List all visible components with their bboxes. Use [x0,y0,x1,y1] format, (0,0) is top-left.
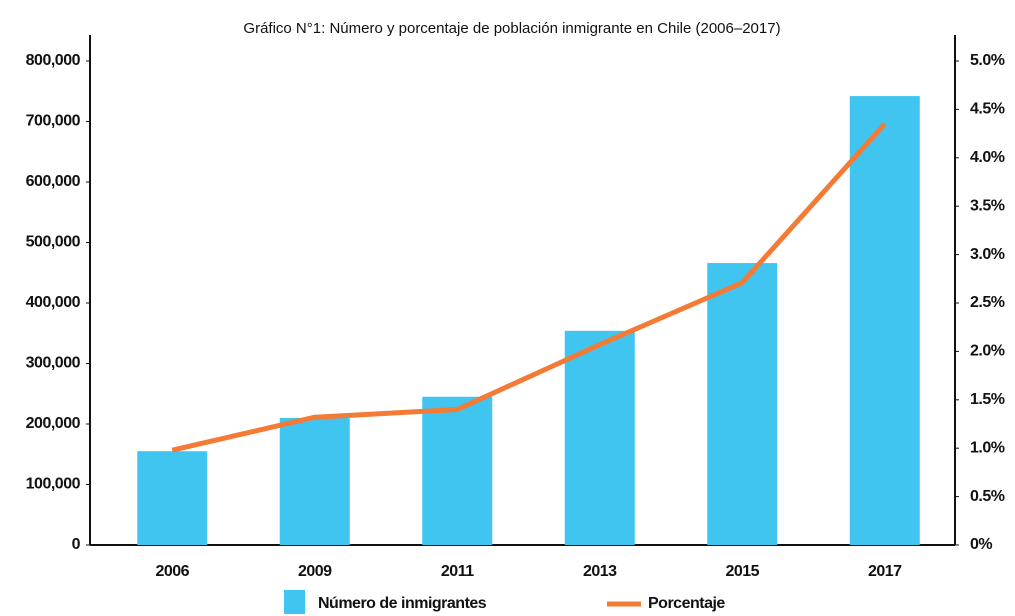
y2-tick-label: 5.0% [970,52,1005,69]
y2-tick-label: 1.5% [970,391,1005,408]
bar [422,396,493,545]
legend-label: Número de inmigrantes [318,595,487,612]
x-tick-label: 2015 [725,563,759,580]
y2-tick-label: 3.0% [970,246,1005,263]
bar [707,263,778,545]
chart-title: Gráfico N°1: Número y porcentaje de pobl… [243,20,780,37]
y2-tick-label: 3.5% [970,197,1005,214]
y2-tick-label: 0.5% [970,488,1005,505]
legend-swatch [284,590,305,614]
x-tick-label: 2009 [298,563,332,580]
y-tick-label: 500,000 [26,234,81,251]
bar [564,330,635,545]
y2-tick-label: 1.0% [970,439,1005,456]
y2-tick-label: 2.5% [970,294,1005,311]
legend-label: Porcentaje [648,595,725,612]
x-tick-label: 2017 [868,563,902,580]
x-tick-label: 2006 [155,563,189,580]
y-tick-label: 100,000 [26,476,81,493]
bar [137,451,208,545]
y-tick-label: 700,000 [26,113,81,130]
x-tick-label: 2013 [583,563,617,580]
bar [849,96,920,545]
x-tick-label: 2011 [441,563,474,580]
y-tick-label: 0 [72,536,81,553]
bar [279,417,350,545]
y-tick-label: 800,000 [26,52,81,69]
y-tick-label: 600,000 [26,173,81,190]
y2-tick-label: 4.0% [970,149,1005,166]
y2-tick-label: 4.5% [970,101,1005,118]
y-tick-label: 300,000 [26,355,81,372]
y-tick-label: 200,000 [26,415,81,432]
y2-tick-label: 0% [970,536,992,553]
y2-tick-label: 2.0% [970,343,1005,360]
line [171,122,887,453]
y-tick-label: 400,000 [26,294,81,311]
